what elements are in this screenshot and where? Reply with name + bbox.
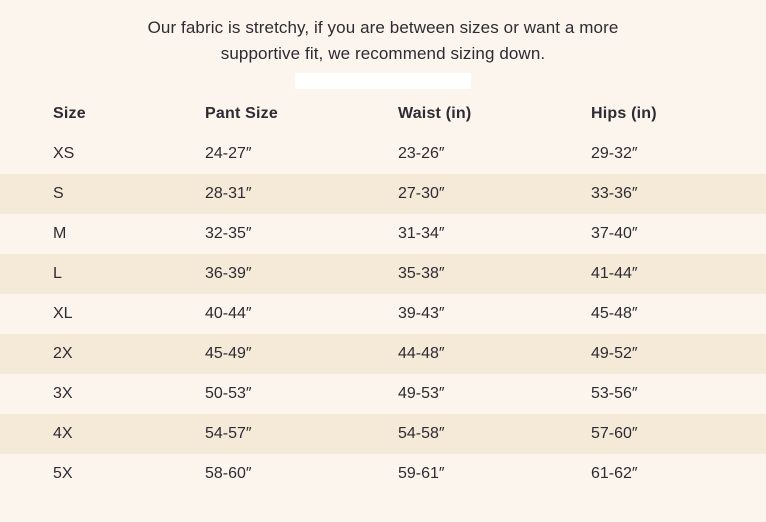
column-header-pant-size: Pant Size [205,105,278,122]
size-cell: XS [53,145,75,162]
sizing-notice-line-1: Our fabric is stretchy, if you are betwe… [147,18,619,37]
waist-cell: 27-30″ [398,185,445,202]
table-header-row: Size Pant Size Waist (in) Hips (in) [0,94,766,134]
pant-size-cell: 28-31″ [205,185,252,202]
size-cell: 2X [53,345,73,362]
hips-cell: 45-48″ [591,305,638,322]
hips-cell: 29-32″ [591,145,638,162]
table-row: S 28-31″ 27-30″ 33-36″ [0,174,766,214]
pant-size-cell: 24-27″ [205,145,252,162]
waist-cell: 35-38″ [398,265,445,282]
table-row: 5X 58-60″ 59-61″ 61-62″ [0,454,766,494]
waist-cell: 54-58″ [398,425,445,442]
waist-cell: 31-34″ [398,225,445,242]
white-divider-bar [295,73,471,89]
table-row: 4X 54-57″ 54-58″ 57-60″ [0,414,766,454]
pant-size-cell: 36-39″ [205,265,252,282]
waist-cell: 23-26″ [398,145,445,162]
table-row: 2X 45-49″ 44-48″ 49-52″ [0,334,766,374]
hips-cell: 57-60″ [591,425,638,442]
table-row: 3X 50-53″ 49-53″ 53-56″ [0,374,766,414]
hips-cell: 49-52″ [591,345,638,362]
table-row: M 32-35″ 31-34″ 37-40″ [0,214,766,254]
size-cell: L [53,265,62,282]
column-header-hips: Hips (in) [591,105,657,122]
size-cell: S [53,185,64,202]
table-row: XS 24-27″ 23-26″ 29-32″ [0,134,766,174]
column-header-size: Size [53,105,86,122]
pant-size-cell: 50-53″ [205,385,252,402]
table-row: L 36-39″ 35-38″ 41-44″ [0,254,766,294]
waist-cell: 39-43″ [398,305,445,322]
hips-cell: 33-36″ [591,185,638,202]
size-cell: 4X [53,425,73,442]
column-header-waist: Waist (in) [398,105,472,122]
waist-cell: 49-53″ [398,385,445,402]
size-cell: M [53,225,67,242]
hips-cell: 41-44″ [591,265,638,282]
pant-size-cell: 40-44″ [205,305,252,322]
sizing-notice-line-2: supportive fit, we recommend sizing down… [220,44,546,63]
pant-size-cell: 54-57″ [205,425,252,442]
hips-cell: 53-56″ [591,385,638,402]
hips-cell: 61-62″ [591,465,638,482]
sizing-notice: Our fabric is stretchy, if you are betwe… [0,0,766,67]
hips-cell: 37-40″ [591,225,638,242]
size-cell: XL [53,305,73,322]
size-chart-table: Size Pant Size Waist (in) Hips (in) XS 2… [0,94,766,494]
table-row: XL 40-44″ 39-43″ 45-48″ [0,294,766,334]
size-cell: 5X [53,465,73,482]
pant-size-cell: 32-35″ [205,225,252,242]
pant-size-cell: 58-60″ [205,465,252,482]
pant-size-cell: 45-49″ [205,345,252,362]
waist-cell: 44-48″ [398,345,445,362]
waist-cell: 59-61″ [398,465,445,482]
size-cell: 3X [53,385,73,402]
